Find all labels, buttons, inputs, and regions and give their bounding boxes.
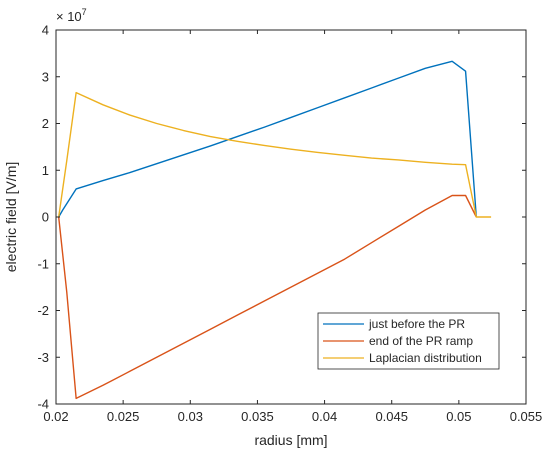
y-tick-label: 2 [42, 116, 49, 131]
y-tick-label: -1 [37, 256, 49, 271]
y-tick-label: 0 [42, 210, 49, 225]
series-line-2 [57, 194, 477, 400]
x-tick-label: 0.04 [312, 409, 337, 424]
x-tick-label: 0.03 [178, 409, 203, 424]
y-exponent-label: × 107 [56, 7, 87, 24]
y-tick-label: 1 [42, 163, 49, 178]
x-axis-title: radius [mm] [254, 432, 327, 448]
y-tick-label: -3 [37, 350, 49, 365]
legend: just before the PR end of the PR ramp La… [317, 312, 500, 370]
y-exponent-power: 7 [82, 7, 87, 17]
y-tick-label: 4 [42, 23, 49, 38]
legend-label-series-1: just before the PR [368, 317, 465, 331]
x-tick-label: 0.025 [107, 409, 140, 424]
x-tick-label: 0.045 [375, 409, 408, 424]
tick-layer: 0.02 0.025 0.03 0.035 0.04 0.045 0.05 0.055 4 3 2 1… [37, 23, 542, 425]
series-line-1 [58, 60, 478, 218]
legend-label-series-2: end of the PR ramp [369, 334, 473, 348]
series-layer [57, 60, 492, 400]
y-tick-label: -4 [37, 397, 49, 412]
x-tick-label: 0.055 [510, 409, 543, 424]
y-tick-label: 3 [42, 69, 49, 84]
y-axis-title: electric field [V/m] [3, 162, 19, 272]
x-tick-label: 0.035 [241, 409, 274, 424]
y-tick-label: -2 [37, 303, 49, 318]
x-tick-label: 0.05 [446, 409, 471, 424]
y-exponent-base: × 10 [56, 9, 82, 24]
legend-label-series-3: Laplacian distribution [369, 351, 482, 365]
x-tick-label: 0.02 [43, 409, 68, 424]
series-line-3 [57, 91, 492, 218]
